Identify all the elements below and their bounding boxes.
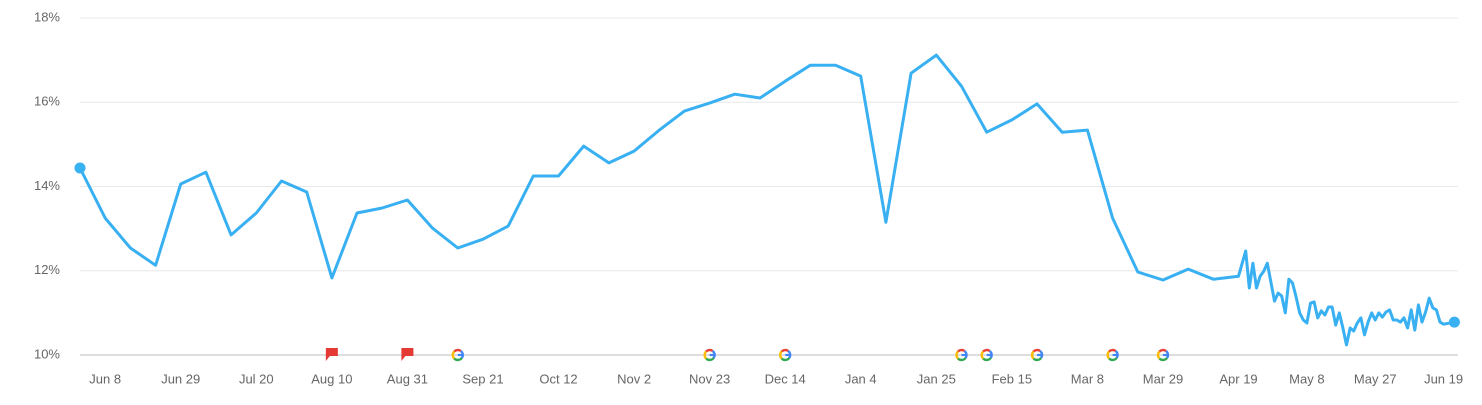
google-update-icon bbox=[1106, 348, 1119, 362]
x-tick-label: Apr 19 bbox=[1219, 371, 1257, 386]
google-update-icon bbox=[1156, 348, 1170, 362]
google-arc bbox=[1030, 350, 1035, 360]
google-arc bbox=[705, 348, 714, 353]
google-arc bbox=[955, 350, 959, 360]
y-tick-label: 18% bbox=[34, 9, 60, 24]
google-arc bbox=[980, 350, 985, 360]
flag-icon bbox=[325, 348, 338, 361]
x-tick-label: Jan 25 bbox=[917, 371, 956, 386]
flag-icon bbox=[401, 348, 414, 361]
x-tick-label: Mar 29 bbox=[1143, 371, 1183, 386]
google-arc bbox=[1032, 357, 1043, 362]
x-tick-label: Dec 14 bbox=[765, 371, 806, 386]
google-update-icon bbox=[703, 348, 716, 362]
google-update-icon bbox=[1030, 348, 1044, 362]
line bbox=[78, 53, 1455, 347]
google-arc bbox=[780, 357, 791, 362]
google-arc bbox=[451, 350, 456, 360]
y-tick-label: 12% bbox=[34, 262, 60, 277]
x-tick-label: Nov 23 bbox=[689, 371, 730, 386]
google-update-icon bbox=[980, 348, 993, 362]
x-tick-label: Aug 10 bbox=[311, 371, 352, 386]
x-tick-label: Jun 29 bbox=[161, 371, 200, 386]
x-tick-label: Sep 21 bbox=[462, 371, 503, 386]
x-tick-label: Jun 8 bbox=[89, 371, 121, 386]
google-arc bbox=[705, 357, 715, 362]
google-arc bbox=[1158, 348, 1167, 353]
google-arc bbox=[982, 357, 992, 362]
google-arc bbox=[453, 357, 463, 362]
x-tick-label: Jun 19 bbox=[1424, 371, 1463, 386]
google-update-icon bbox=[451, 348, 464, 362]
google-arc bbox=[779, 350, 783, 360]
y-tick-label: 14% bbox=[34, 178, 60, 193]
x-tick-label: May 27 bbox=[1354, 371, 1397, 386]
google-arc bbox=[780, 348, 789, 353]
x-tick-label: Aug 31 bbox=[387, 371, 428, 386]
google-arc bbox=[703, 350, 708, 360]
google-arc bbox=[957, 357, 967, 362]
y-tick-label: 16% bbox=[34, 94, 60, 109]
google-update-icon bbox=[955, 348, 968, 362]
x-tick-label: Oct 12 bbox=[539, 371, 577, 386]
x-tick-label: Mar 8 bbox=[1071, 371, 1104, 386]
x-tick-label: Nov 2 bbox=[617, 371, 651, 386]
x-tick-label: May 8 bbox=[1289, 371, 1324, 386]
google-arc bbox=[957, 348, 966, 353]
google-arc bbox=[1158, 357, 1168, 362]
google-arc bbox=[982, 348, 991, 353]
end-dot bbox=[74, 162, 86, 174]
y-tick-label: 10% bbox=[34, 346, 60, 361]
google-arc bbox=[1108, 357, 1118, 362]
google-arc bbox=[1032, 348, 1041, 353]
end-dot bbox=[1448, 316, 1460, 328]
x-tick-label: Jul 20 bbox=[239, 371, 274, 386]
google-arc bbox=[1156, 350, 1161, 360]
x-tick-label: Feb 15 bbox=[992, 371, 1032, 386]
google-arc bbox=[1106, 350, 1111, 360]
x-tick-label: Jan 4 bbox=[845, 371, 877, 386]
google-arc bbox=[1108, 348, 1117, 353]
google-arc bbox=[453, 348, 462, 353]
google-update-icon bbox=[779, 348, 792, 362]
